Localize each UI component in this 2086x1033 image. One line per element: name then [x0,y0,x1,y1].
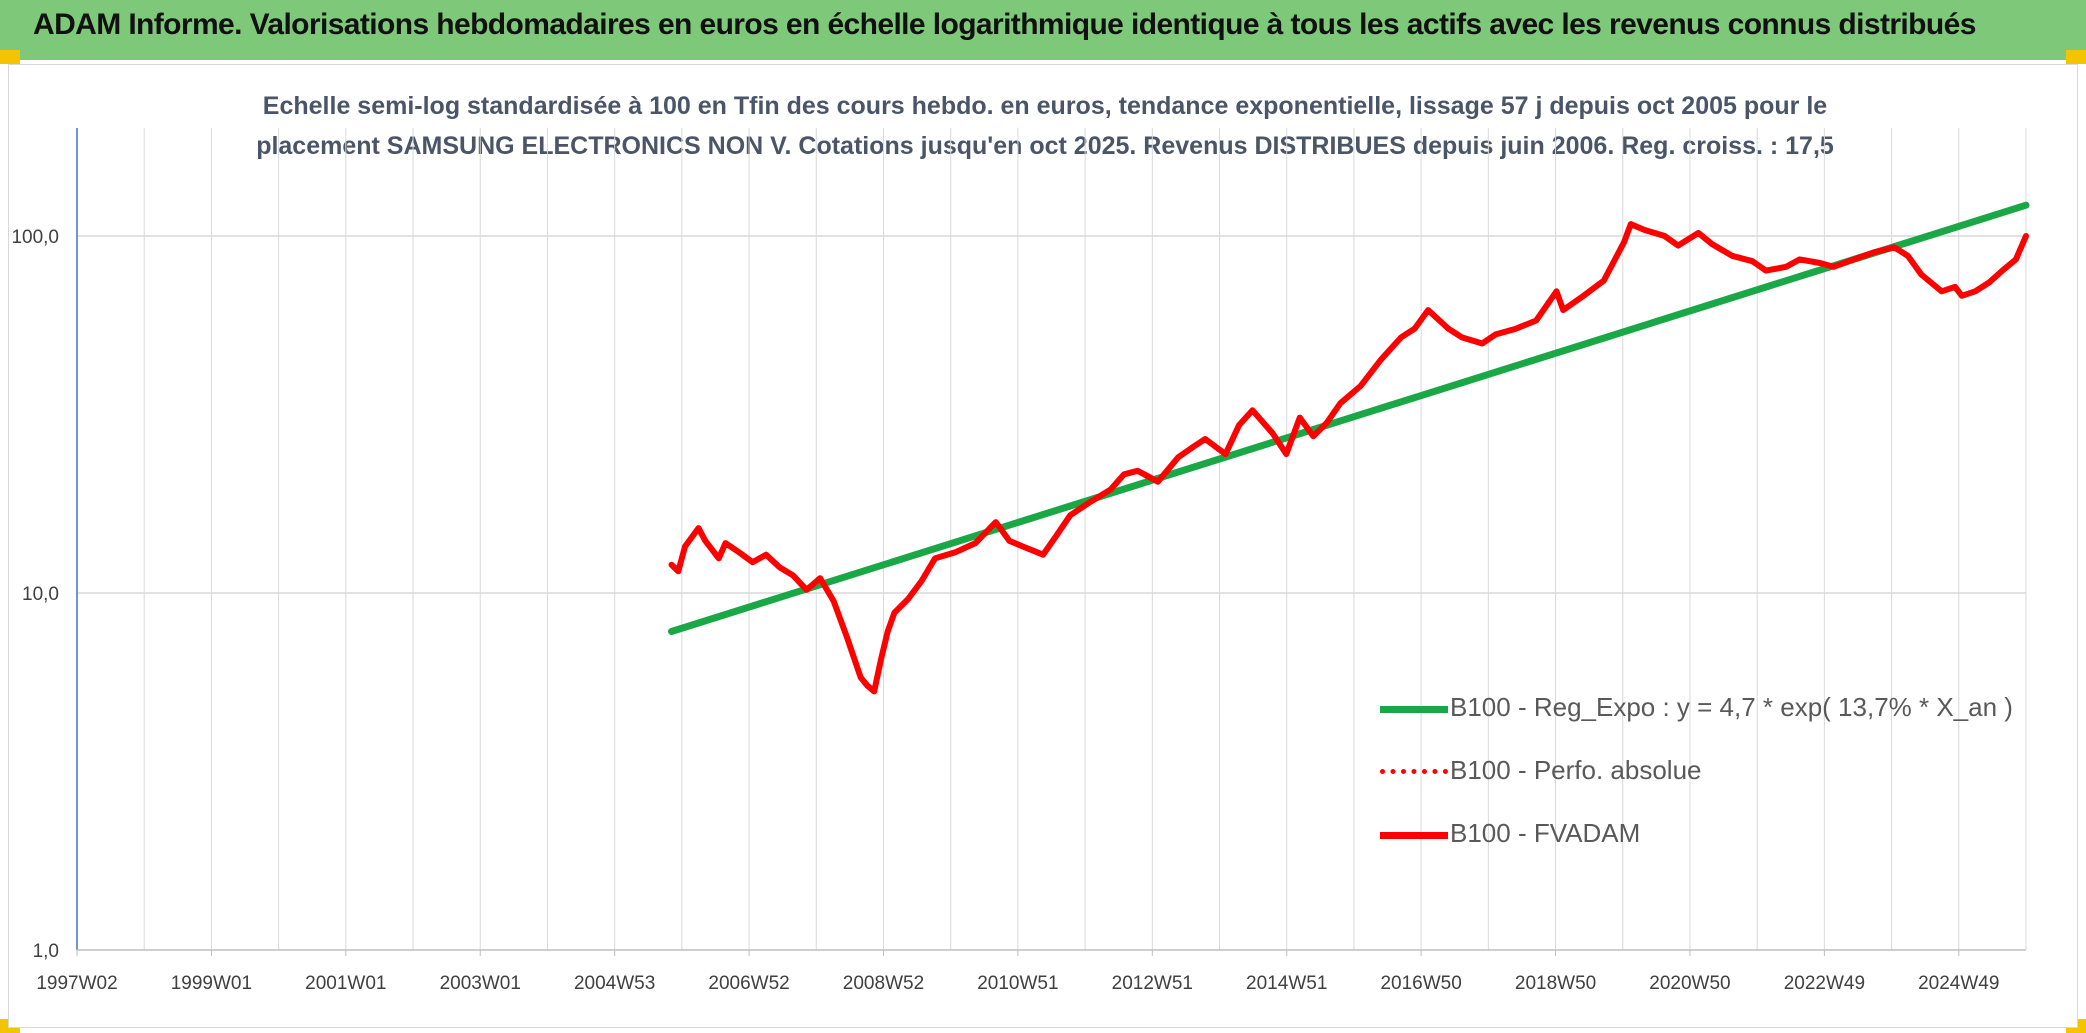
page-title: ADAM Informe. Valorisations hebdomadaire… [33,8,1976,41]
legend-item-perfo: B100 - Perfo. absolue [1380,751,1980,791]
legend-swatch-red-line [1380,832,1448,839]
x-tick-label: 2018W50 [1515,973,1596,994]
chart-frame [8,64,2078,1028]
legend-swatch-dotted-red-line [1380,769,1448,774]
x-tick-label: 2008W52 [843,973,924,994]
y-tick-label: 10,0 [22,584,59,605]
x-tick-label: 2020W50 [1649,973,1730,994]
chart-title: Echelle semi-log standardisée à 100 en T… [250,86,1840,166]
x-axis-ticks: 1997W02 1999W01 2001W01 2003W01 2004W53 2006W… [36,973,1999,994]
chart-title-line2: placement SAMSUNG ELECTRONICS NON V. Cot… [256,132,1834,160]
legend-item-fvadam: B100 - FVADAM [1380,814,1980,854]
x-tick-label: 2024W49 [1918,973,1999,994]
x-tick-label: 2004W53 [574,973,655,994]
x-tick-label: 1999W01 [171,973,252,994]
legend-label-fvadam: B100 - FVADAM [1450,818,1641,848]
x-tick-label: 1997W02 [36,973,117,994]
series-lines [668,201,2030,695]
x-tick-label: 2014W51 [1246,973,1327,994]
y-tick-label: 1,0 [33,941,59,962]
y-tick-label: 100,0 [11,227,59,248]
legend-swatch-green-line [1380,706,1448,713]
legend-item-reg-expo: B100 - Reg_Expo : y = 4,7 * exp( 13,7% *… [1380,688,2013,728]
axes [76,128,2026,956]
y-axis-ticks: 1,0 10,0 100,0 [11,227,59,962]
x-tick-label: 2016W50 [1380,973,1461,994]
x-tick-label: 2012W51 [1112,973,1193,994]
header-banner: ADAM Informe. Valorisations hebdomadaire… [0,0,2086,60]
x-tick-label: 2010W51 [977,973,1058,994]
chart-title-line1: Echelle semi-log standardisée à 100 en T… [262,92,1828,120]
corner-marker [0,50,20,64]
grid-lines [76,128,2027,950]
corner-marker [2066,50,2086,64]
x-tick-label: 2001W01 [305,973,386,994]
legend-label-reg-expo: B100 - Reg_Expo : y = 4,7 * exp( 13,7% *… [1450,692,2013,722]
x-tick-label: 2006W52 [708,973,789,994]
legend-label-perfo: B100 - Perfo. absolue [1450,755,1702,785]
series-line-fvadam [668,221,2029,695]
series-line-reg-expo [668,201,2030,635]
x-tick-label: 2022W49 [1784,973,1865,994]
x-tick-label: 2003W01 [440,973,521,994]
